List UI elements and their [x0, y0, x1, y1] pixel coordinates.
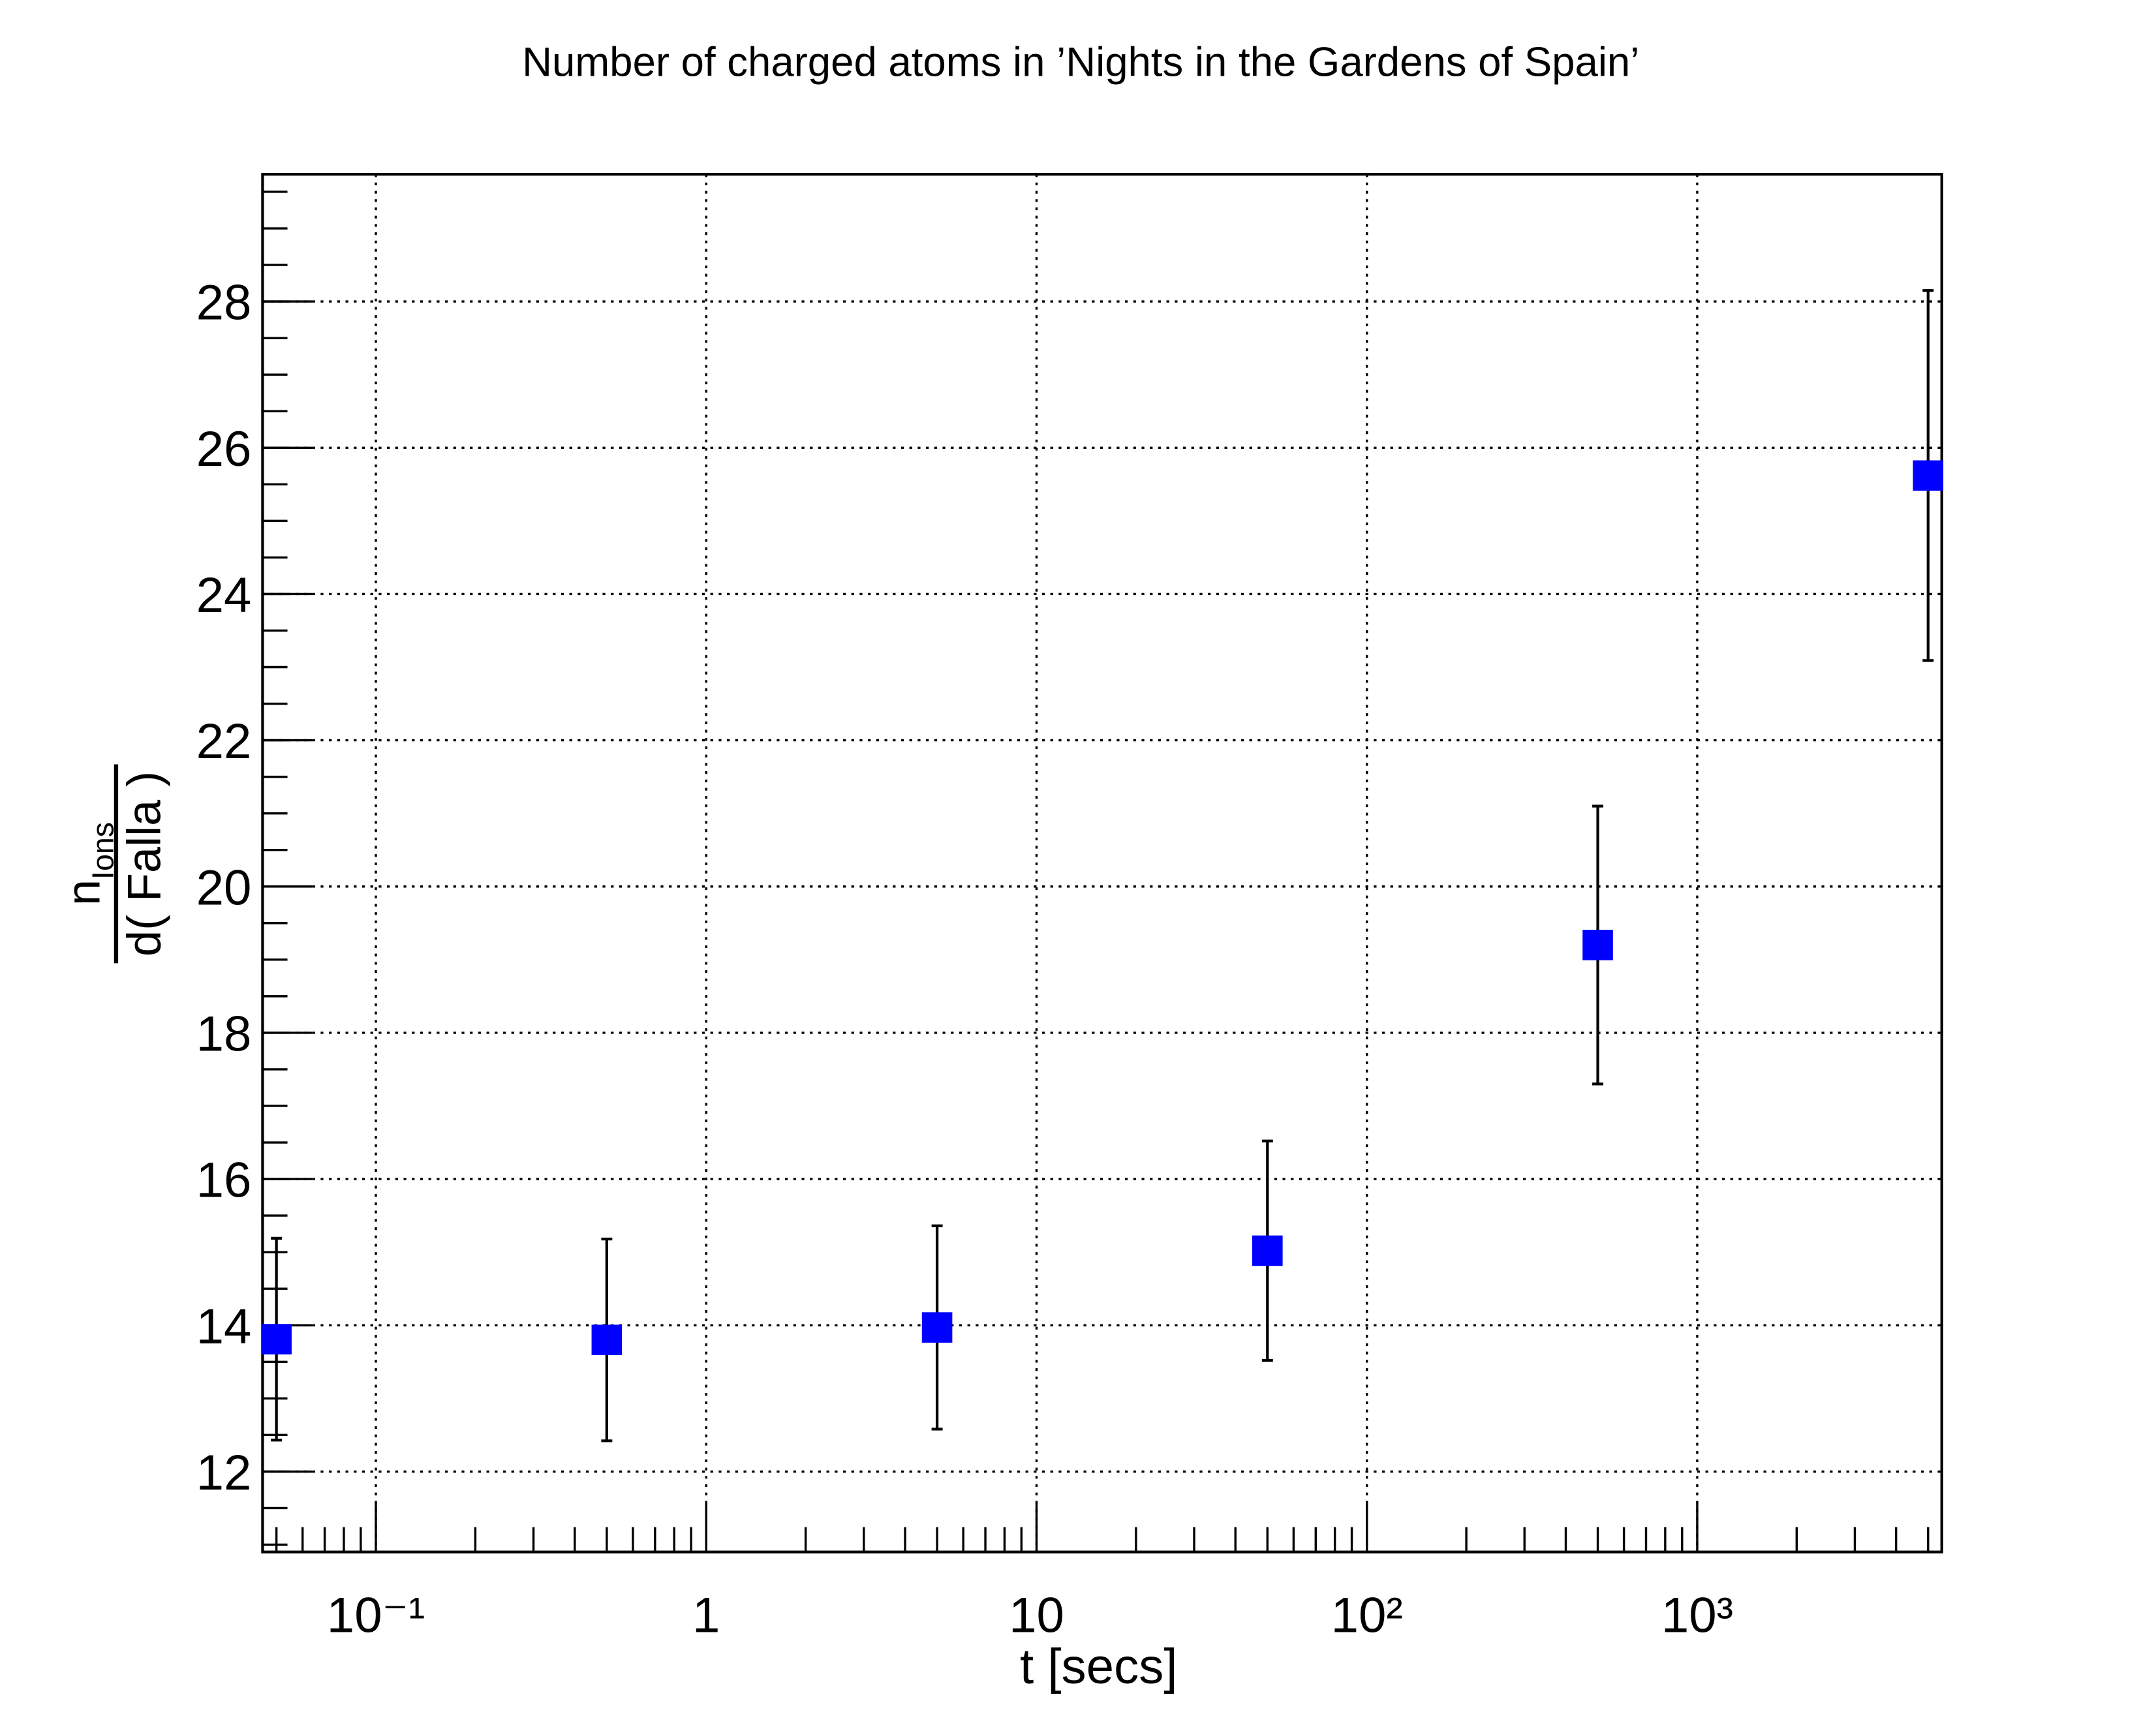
- y-tick-label: 20: [196, 860, 252, 915]
- y-tick-label: 24: [196, 568, 252, 623]
- plot-frame: [261, 172, 1943, 1553]
- y-tick-label: 18: [196, 1006, 252, 1062]
- marker: [1252, 1235, 1283, 1266]
- y-tick-label: 12: [196, 1445, 252, 1501]
- x-tick-label: 10³: [1661, 1588, 1733, 1644]
- x-tick-label: 10⁻¹: [327, 1588, 425, 1644]
- y-tick-label: 28: [196, 275, 252, 331]
- y-label-n: n: [57, 880, 110, 906]
- y-tick-label: 14: [196, 1299, 252, 1354]
- x-tick-label: 10: [1009, 1588, 1064, 1644]
- marker: [1582, 930, 1613, 960]
- x-tick-label: 10²: [1331, 1588, 1403, 1644]
- y-tick-label: 26: [196, 421, 252, 477]
- marker: [1913, 460, 1944, 491]
- chart-title: Number of charged atoms in ’Nights in th…: [522, 39, 1639, 85]
- marker: [921, 1312, 953, 1343]
- y-tick-label: 16: [196, 1153, 252, 1208]
- y-label-denominator: d( Falla ): [119, 771, 171, 956]
- x-axis-label: t [secs]: [1020, 1639, 1177, 1694]
- x-tick-label: 1: [692, 1588, 720, 1644]
- y-tick-label: 22: [196, 714, 252, 769]
- y-axis-label: nIons d( Falla ): [57, 764, 171, 964]
- marker: [261, 1324, 292, 1354]
- marker: [591, 1324, 623, 1355]
